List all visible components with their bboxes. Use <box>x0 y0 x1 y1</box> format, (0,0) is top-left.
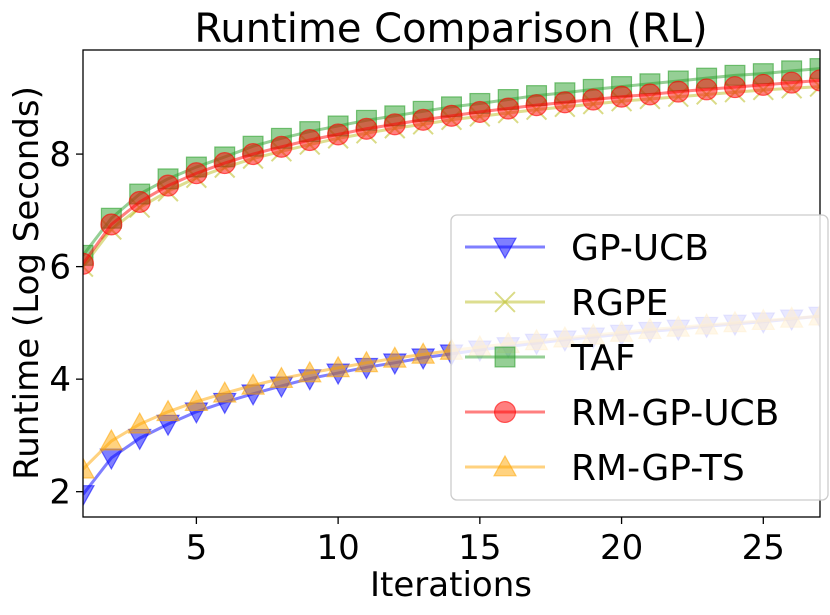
data-point <box>497 97 520 120</box>
data-point <box>354 350 379 373</box>
legend-marker <box>494 346 516 368</box>
data-point <box>412 108 435 131</box>
data-point <box>752 73 775 96</box>
plot-area <box>83 58 820 507</box>
data-point <box>327 123 350 146</box>
y-axis-label: Runtime (Log Seconds) <box>7 86 47 480</box>
y-tick-label: 2 <box>49 473 71 513</box>
y-tick-label: 4 <box>49 360 71 400</box>
data-point <box>525 94 548 117</box>
legend-marker <box>493 400 517 424</box>
data-point <box>667 80 690 103</box>
data-point <box>185 162 208 185</box>
data-point <box>695 78 718 101</box>
x-tick-label: 15 <box>458 528 501 568</box>
data-point <box>212 380 237 403</box>
legend-label: RM-GP-UCB <box>571 393 779 434</box>
legend-label: TAF <box>570 338 636 379</box>
x-tick-label: 5 <box>186 528 208 568</box>
legend-label: RM-GP-TS <box>571 448 745 489</box>
data-point <box>270 135 293 158</box>
data-point <box>638 83 661 106</box>
legend: GP-UCB RGPE TAF RM-GP-UCB RM-GP-TS <box>450 214 829 501</box>
data-point <box>241 373 266 395</box>
data-point <box>440 104 463 127</box>
data-point <box>355 117 378 140</box>
data-point <box>100 213 123 236</box>
data-point <box>297 360 322 383</box>
data-point <box>383 113 406 136</box>
legend-marker <box>492 454 518 477</box>
data-point <box>582 88 605 111</box>
data-point <box>610 85 633 108</box>
data-point <box>83 485 96 507</box>
legend-marker <box>494 291 516 313</box>
chart-title: Runtime Comparison (RL) <box>194 6 707 52</box>
legend-item: RGPE <box>465 283 668 324</box>
data-point <box>184 389 209 412</box>
axes: 5 10 15 20 25 2 4 6 8 <box>49 49 821 568</box>
data-point <box>99 428 124 451</box>
data-point <box>156 399 181 422</box>
legend-label: RGPE <box>571 283 668 324</box>
x-tick-label: 25 <box>742 528 785 568</box>
legend-item: TAF <box>465 338 636 379</box>
data-point <box>382 346 407 368</box>
data-point <box>468 100 491 123</box>
data-point <box>298 128 321 152</box>
data-point <box>128 190 151 213</box>
data-point <box>213 152 236 175</box>
legend-item: RM-GP-TS <box>465 448 745 489</box>
data-point <box>156 174 180 197</box>
x-axis-label: Iterations <box>370 565 532 605</box>
legend-label: GP-UCB <box>571 228 709 269</box>
data-point <box>269 366 294 388</box>
legend-marker <box>492 237 518 260</box>
legend-item: GP-UCB <box>465 228 709 269</box>
data-point <box>242 143 265 166</box>
data-point <box>326 355 351 378</box>
data-point <box>553 91 576 114</box>
y-tick-label: 6 <box>49 248 71 288</box>
legend-box <box>450 214 829 501</box>
data-point <box>780 71 803 94</box>
y-tick-label: 8 <box>49 135 71 175</box>
series-rm-gp-ucb <box>83 69 820 275</box>
x-tick-label: 20 <box>600 528 643 568</box>
legend-item: RM-GP-UCB <box>465 393 779 434</box>
x-tick-label: 10 <box>316 528 359 568</box>
data-point <box>411 342 436 364</box>
data-point <box>127 411 152 434</box>
data-point <box>83 456 96 479</box>
data-point <box>723 76 747 99</box>
